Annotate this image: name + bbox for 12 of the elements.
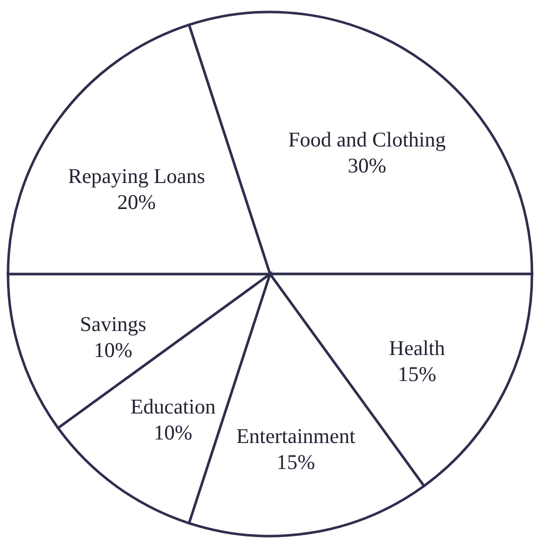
slice-label: Savings	[80, 312, 146, 336]
slice-label: Food and Clothing	[288, 128, 446, 152]
slice-label: Repaying Loans	[68, 164, 206, 188]
data-label: 20%	[117, 190, 156, 214]
slice-label: Entertainment	[236, 424, 356, 448]
slice-label: Health	[389, 336, 446, 360]
data-label: 15%	[398, 362, 436, 386]
data-label: 10%	[94, 338, 132, 362]
data-label: 10%	[154, 420, 192, 444]
data-label: 30%	[348, 154, 386, 178]
data-label: 15%	[276, 450, 316, 474]
slice-label: Education	[130, 394, 216, 418]
